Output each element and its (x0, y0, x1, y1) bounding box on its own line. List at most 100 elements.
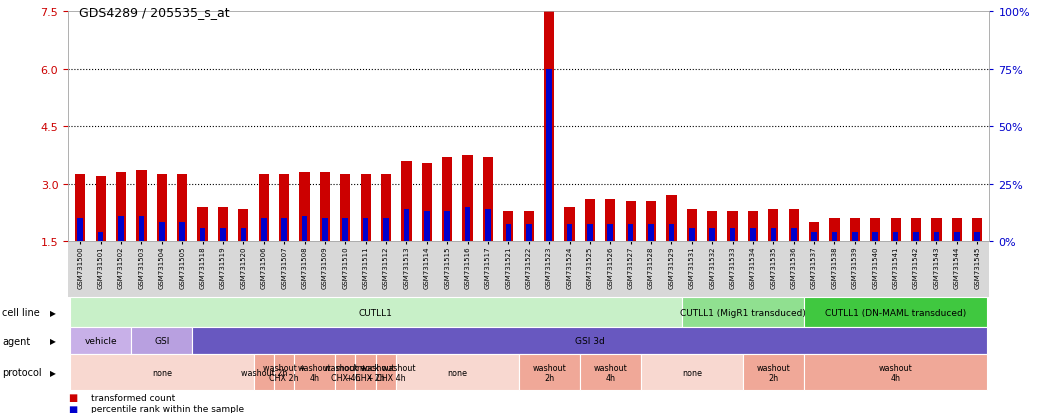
Bar (401, 161, 411, 242)
Bar (648, 224, 653, 242)
Bar (239, 209, 248, 242)
Bar (913, 232, 919, 242)
Bar (526, 224, 532, 242)
Text: agent: agent (2, 336, 30, 346)
Bar (934, 232, 939, 242)
Bar (218, 207, 228, 242)
Text: ■: ■ (68, 404, 77, 413)
Text: GSI 3d: GSI 3d (575, 337, 605, 345)
Bar (811, 232, 817, 242)
Bar (383, 219, 388, 242)
Bar (259, 175, 269, 242)
Bar (220, 228, 226, 242)
Bar (625, 202, 636, 242)
Bar (544, 12, 554, 242)
Bar (790, 228, 797, 242)
Bar (666, 196, 676, 242)
Bar (728, 211, 738, 242)
Bar (360, 175, 371, 242)
Bar (891, 219, 900, 242)
Bar (646, 202, 656, 242)
Text: ■: ■ (68, 392, 77, 402)
Bar (138, 217, 144, 242)
Bar (95, 177, 106, 242)
Bar (788, 209, 799, 242)
Bar (422, 163, 432, 242)
Bar (932, 219, 941, 242)
Bar (687, 209, 697, 242)
Text: none: none (447, 368, 467, 377)
Bar (893, 232, 898, 242)
Bar (607, 224, 614, 242)
Bar (280, 175, 289, 242)
Text: ▶: ▶ (50, 337, 57, 345)
Bar (157, 175, 166, 242)
Bar (585, 199, 595, 242)
Text: GSI: GSI (154, 337, 170, 345)
Bar (118, 217, 124, 242)
Text: washout 2h: washout 2h (241, 368, 287, 377)
Bar (241, 228, 246, 242)
Bar (748, 211, 758, 242)
Text: transformed count: transformed count (91, 393, 175, 402)
Bar (363, 219, 369, 242)
Bar (852, 232, 857, 242)
Bar (319, 173, 330, 242)
Bar (809, 223, 819, 242)
Bar (710, 228, 715, 242)
Bar (564, 207, 575, 242)
Text: CUTLL1 (DN-MAML transduced): CUTLL1 (DN-MAML transduced) (825, 308, 966, 317)
Bar (870, 219, 881, 242)
Bar (381, 175, 392, 242)
Bar (730, 228, 735, 242)
Bar (587, 224, 593, 242)
Text: washout
2h: washout 2h (757, 363, 790, 382)
Text: CUTLL1: CUTLL1 (359, 308, 393, 317)
Text: washout
4h: washout 4h (878, 363, 913, 382)
Text: cell line: cell line (2, 307, 40, 318)
Bar (299, 173, 310, 242)
Bar (200, 228, 205, 242)
Bar (424, 211, 429, 242)
Text: percentile rank within the sample: percentile rank within the sample (91, 404, 244, 413)
Bar (97, 232, 104, 242)
Bar (605, 199, 616, 242)
Text: mock washout
+ CHX 4h: mock washout + CHX 4h (357, 363, 416, 382)
Bar (136, 171, 147, 242)
Bar (771, 228, 776, 242)
Bar (566, 224, 573, 242)
Text: washout
4h: washout 4h (594, 363, 627, 382)
Text: ▶: ▶ (50, 368, 57, 377)
Bar (302, 217, 308, 242)
Bar (177, 175, 187, 242)
Bar (342, 219, 348, 242)
Bar (911, 219, 921, 242)
Bar (159, 223, 164, 242)
Bar (829, 219, 840, 242)
Text: washout +
CHX 2h: washout + CHX 2h (263, 363, 306, 382)
Bar (463, 156, 472, 242)
Text: vehicle: vehicle (85, 337, 117, 345)
Bar (972, 219, 982, 242)
Bar (322, 219, 328, 242)
Text: protocol: protocol (2, 367, 42, 377)
Bar (975, 232, 980, 242)
Text: none: none (152, 368, 172, 377)
Bar (485, 209, 491, 242)
Bar (116, 173, 126, 242)
Bar (442, 158, 452, 242)
Text: CUTLL1 (MigR1 transduced): CUTLL1 (MigR1 transduced) (680, 308, 806, 317)
Bar (261, 219, 267, 242)
Bar (750, 228, 756, 242)
Text: none: none (682, 368, 701, 377)
Bar (465, 207, 470, 242)
Bar (669, 224, 674, 242)
Text: washout
4h: washout 4h (297, 363, 332, 382)
Bar (689, 228, 694, 242)
Text: washout
2h: washout 2h (532, 363, 566, 382)
Bar (282, 219, 287, 242)
Text: GDS4289 / 205535_s_at: GDS4289 / 205535_s_at (79, 6, 229, 19)
Bar (524, 211, 534, 242)
Bar (404, 209, 409, 242)
Bar (831, 232, 838, 242)
